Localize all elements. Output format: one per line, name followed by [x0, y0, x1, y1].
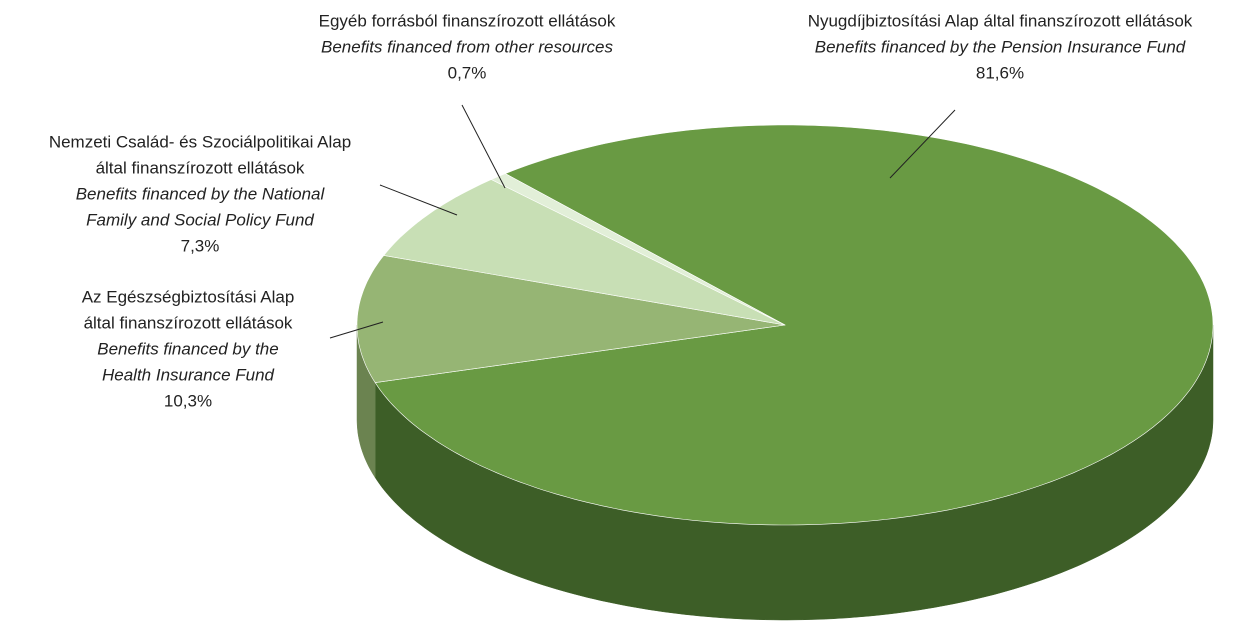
value-label: 10,3% — [164, 391, 212, 410]
slice-label-en: Health Insurance Fund — [102, 365, 275, 384]
slice-label-en: Benefits financed by the National — [76, 184, 326, 203]
slice-label: Nemzeti Család- és Szociálpolitikai Alap — [49, 132, 351, 151]
value-label: 81,6% — [976, 63, 1024, 82]
slice — [356, 255, 786, 383]
slice — [374, 124, 1214, 526]
slice-label-en: Benefits financed by the Pension Insuran… — [815, 37, 1186, 56]
slice-label: Az Egészségbiztosítási Alap — [82, 287, 295, 306]
leader-line — [329, 321, 384, 339]
slice — [490, 173, 786, 326]
slice-label: által finanszírozott ellátások — [84, 313, 293, 332]
slice-label-en: Family and Social Policy Fund — [86, 210, 314, 229]
leader-line — [889, 109, 956, 179]
slice-label-en: Benefits financed from other resources — [321, 37, 613, 56]
value-label: 7,3% — [181, 236, 220, 255]
slice-label-en: Benefits financed by the — [97, 339, 278, 358]
leader-line — [379, 184, 458, 216]
value-label: 0,7% — [448, 63, 487, 82]
leader-line — [461, 104, 506, 189]
slice-label: által finanszírozott ellátások — [96, 158, 305, 177]
slice-label: Nyugdíjbiztosítási Alap által finanszíro… — [808, 11, 1193, 30]
slice-label: Egyéb forrásból finanszírozott ellátások — [319, 11, 616, 30]
slice — [383, 179, 786, 326]
